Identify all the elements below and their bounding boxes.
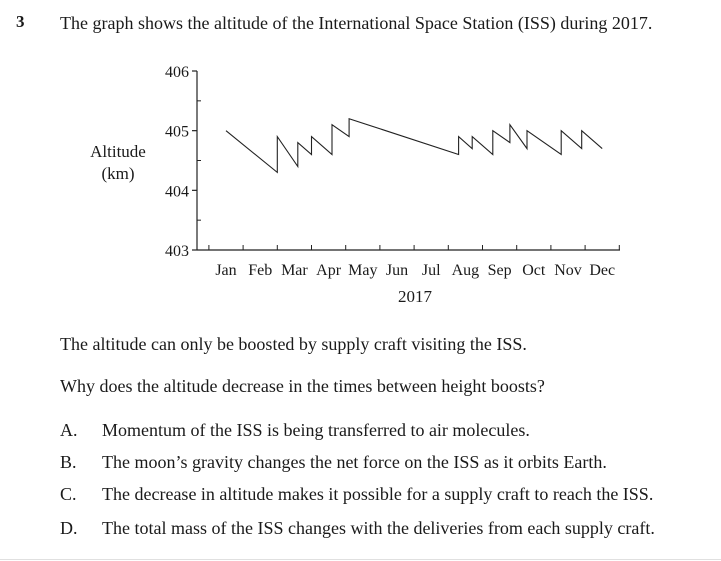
paragraph-2: Why does the altitude decrease in the ti… <box>60 376 545 396</box>
option-a[interactable]: A. Momentum of the ISS is being transferr… <box>60 420 530 441</box>
x-tick-label-dec: Dec <box>589 262 615 279</box>
option-c-text: The decrease in altitude makes it possib… <box>102 484 654 504</box>
y-tick-label-406: 406 <box>165 64 189 81</box>
x-tick-label-oct: Oct <box>522 262 546 279</box>
x-axis-label: 2017 <box>398 287 433 306</box>
x-tick-label-nov: Nov <box>554 262 582 279</box>
option-d[interactable]: D. The total mass of the ISS changes with… <box>60 518 655 539</box>
x-tick-label-aug: Aug <box>452 262 480 279</box>
x-tick-label-jul: Jul <box>422 262 441 279</box>
y-tick-label-403: 403 <box>165 243 189 260</box>
x-tick-label-apr: Apr <box>316 262 342 279</box>
option-b-label: B. <box>60 452 77 472</box>
page-divider <box>0 559 721 560</box>
option-d-label: D. <box>60 518 78 538</box>
x-tick-label-may: May <box>348 262 377 279</box>
question-number: 3 <box>16 12 25 31</box>
option-b[interactable]: B. The moon’s gravity changes the net for… <box>60 452 607 473</box>
x-tick-label-jan: Jan <box>215 262 236 279</box>
y-axis-label-line1: Altitude <box>90 142 146 161</box>
option-c-label: C. <box>60 484 77 504</box>
option-d-text: The total mass of the ISS changes with t… <box>102 518 655 538</box>
question-text: The graph shows the altitude of the Inte… <box>60 13 653 33</box>
altitude-chart: 406 405 404 403 Altitude (km) Jan Feb Mar Apr May J… <box>90 64 620 306</box>
option-c[interactable]: C. The decrease in altitude makes it poss… <box>60 484 653 505</box>
x-tick-label-sep: Sep <box>488 262 512 279</box>
y-axis-label-line2: (km) <box>101 164 134 183</box>
x-tick-label-feb: Feb <box>248 262 272 279</box>
option-a-label: A. <box>60 420 78 440</box>
paragraph-1: The altitude can only be boosted by supp… <box>60 334 527 354</box>
y-tick-label-405: 405 <box>165 124 189 141</box>
series-line-altitude <box>225 117 603 174</box>
option-b-text: The moon’s gravity changes the net force… <box>102 452 607 472</box>
option-a-text: Momentum of the ISS is being transferred… <box>102 420 530 440</box>
x-tick-label-jun: Jun <box>386 262 408 279</box>
y-tick-label-404: 404 <box>165 183 189 200</box>
x-tick-label-mar: Mar <box>281 262 308 279</box>
